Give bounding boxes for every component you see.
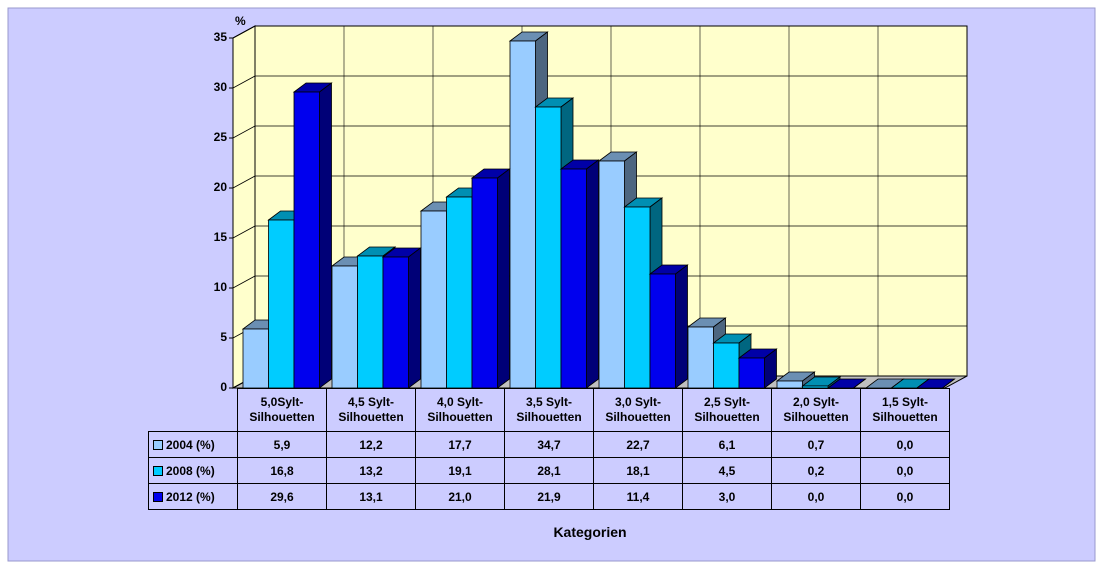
table-cell: 6,1 — [682, 431, 772, 458]
bar — [381, 247, 422, 389]
y-tick-label: 15 — [214, 230, 228, 244]
table-cell: 5,0Sylt- Silhouetten — [237, 388, 327, 432]
y-tick-label: 5 — [220, 330, 227, 344]
grid-line — [232, 275, 256, 289]
grid-line — [232, 225, 256, 239]
table-cell: 28,1 — [504, 457, 594, 484]
table-cell: 1,5 Sylt- Silhouetten — [860, 388, 950, 432]
bar-front — [268, 219, 295, 389]
legend-label: 2004 (%) — [166, 437, 215, 452]
bar-front — [713, 342, 740, 389]
bar-front — [776, 380, 803, 389]
table-cell: 0,0 — [860, 457, 950, 484]
bar-side — [942, 378, 955, 389]
table-cell: 21,0 — [415, 483, 505, 510]
legend-label: 2012 (%) — [166, 489, 215, 504]
bar — [737, 348, 778, 389]
legend-swatch — [153, 491, 163, 502]
bar-front — [382, 256, 409, 389]
table-cell: 5,9 — [237, 431, 327, 458]
y-tick-label: 10 — [214, 280, 228, 294]
bar-side — [319, 82, 332, 389]
data-table: 5,0Sylt- Silhouetten 4,5 Sylt- Silhouette… — [148, 388, 950, 510]
bar — [470, 168, 511, 389]
table-cell: 2004 (%) — [148, 431, 238, 458]
y-tick-label: 35 — [214, 30, 228, 44]
table-cell: 22,7 — [593, 431, 683, 458]
y-tick-label: 20 — [214, 180, 228, 194]
table-cell: 2008 (%) — [148, 457, 238, 484]
table-cell: 2,5 Sylt- Silhouetten — [682, 388, 772, 432]
grid-line — [232, 175, 256, 189]
bar-front — [420, 210, 447, 389]
bar-front — [357, 255, 384, 389]
table-cell: 12,2 — [326, 431, 416, 458]
bar-front — [293, 91, 320, 389]
bar-front — [509, 40, 536, 389]
bar — [292, 82, 333, 389]
table-row: 2008 (%) 16,8 13,2 19,1 28,1 18,1 4,5 0,2 0,0 — [148, 457, 950, 484]
table-cell: 21,9 — [504, 483, 594, 510]
table-cell: 3,0 Sylt- Silhouetten — [593, 388, 683, 432]
bar-front — [446, 196, 473, 389]
table-cell: 16,8 — [237, 457, 327, 484]
x-axis-title: Kategorien — [553, 524, 627, 540]
table-cell: 4,5 Sylt- Silhouetten — [326, 388, 416, 432]
bar-side — [408, 247, 421, 389]
legend-swatch — [153, 465, 163, 476]
bar-front — [649, 273, 676, 389]
bar-front — [560, 168, 587, 389]
bar-front — [242, 328, 269, 389]
grid-line — [232, 75, 256, 89]
table-cell: 3,0 — [682, 483, 772, 510]
bar-front — [598, 160, 625, 389]
table-cell: 0,0 — [860, 483, 950, 510]
y-axis-title: % — [235, 14, 246, 28]
table-cell: 13,2 — [326, 457, 416, 484]
bar-side — [675, 264, 688, 389]
table-cell: 0,7 — [771, 431, 861, 458]
table-cell: 4,0 Sylt- Silhouetten — [415, 388, 505, 432]
table-cell: 0,0 — [860, 431, 950, 458]
bar-front — [738, 357, 765, 389]
table-cell: 11,4 — [593, 483, 683, 510]
y-tick-label: 30 — [214, 80, 228, 94]
bar-front — [624, 206, 651, 389]
table-row: 5,0Sylt- Silhouetten 4,5 Sylt- Silhouette… — [149, 388, 950, 432]
table-cell: 18,1 — [593, 457, 683, 484]
table-row: 2012 (%) 29,6 13,1 21,0 21,9 11,4 3,0 0,0 0,0 — [148, 483, 950, 510]
table-cell — [149, 389, 238, 432]
legend-label: 2008 (%) — [166, 463, 215, 478]
table-cell: 4,5 — [682, 457, 772, 484]
table-cell: 0,0 — [771, 483, 861, 510]
bar-front — [331, 265, 358, 389]
table-cell: 3,5 Sylt- Silhouetten — [504, 388, 594, 432]
table-cell: 2012 (%) — [148, 483, 238, 510]
bar — [559, 159, 600, 389]
grid-line — [232, 125, 256, 139]
bar-side — [586, 159, 599, 389]
legend-swatch — [153, 439, 163, 450]
table-cell: 17,7 — [415, 431, 505, 458]
bar — [648, 264, 689, 389]
table-cell: 34,7 — [504, 431, 594, 458]
y-tick-label: 25 — [214, 130, 228, 144]
bar-front — [687, 326, 714, 389]
table-row: 2004 (%) 5,9 12,2 17,7 34,7 22,7 6,1 0,7 0,0 — [148, 431, 950, 458]
table-cell: 29,6 — [237, 483, 327, 510]
bar-side — [853, 378, 866, 389]
y-tick-label: 0 — [220, 380, 227, 394]
bar-front — [535, 106, 562, 389]
table-cell: 2,0 Sylt- Silhouetten — [771, 388, 861, 432]
table-cell: 0,2 — [771, 457, 861, 484]
table-cell: 13,1 — [326, 483, 416, 510]
bar-side — [497, 168, 510, 389]
table-cell: 19,1 — [415, 457, 505, 484]
bar-front — [471, 177, 498, 389]
grid-line — [232, 25, 256, 39]
